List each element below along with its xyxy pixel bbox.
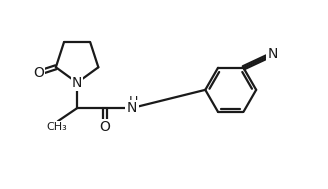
Text: N: N bbox=[72, 76, 82, 90]
Text: O: O bbox=[100, 120, 111, 134]
Text: N: N bbox=[267, 47, 277, 61]
Text: CH₃: CH₃ bbox=[46, 122, 67, 132]
Text: N: N bbox=[126, 101, 136, 115]
Text: H: H bbox=[128, 95, 138, 108]
Text: O: O bbox=[33, 66, 44, 80]
